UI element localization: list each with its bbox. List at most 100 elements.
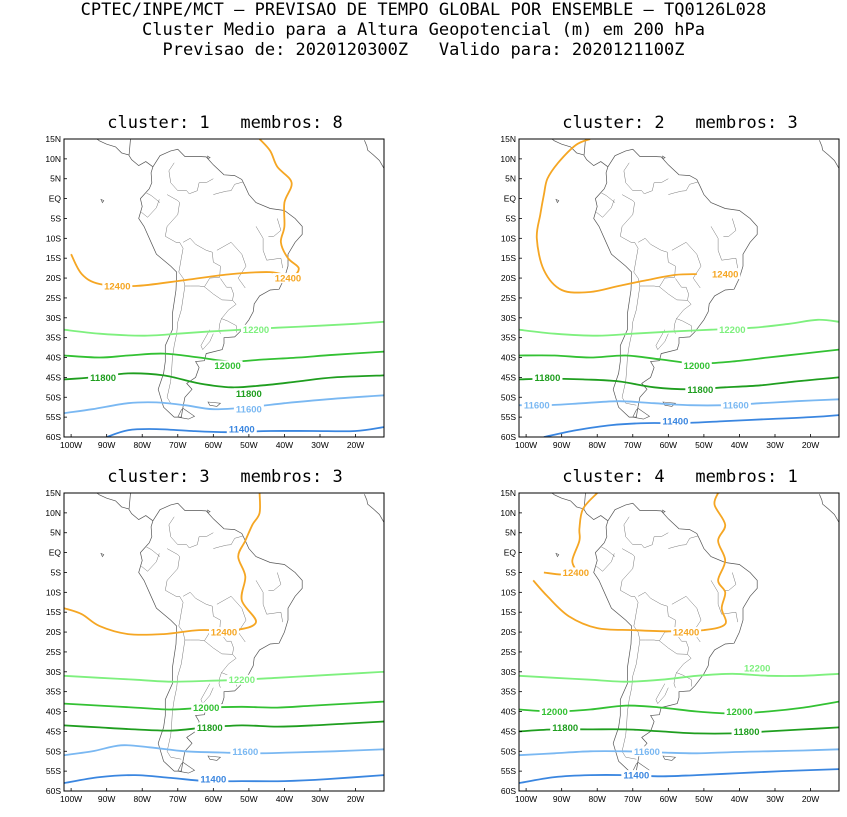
contour-label: 11800: [236, 389, 262, 400]
lon-tick-label: 40W: [276, 440, 293, 450]
contour-12000: [519, 700, 839, 715]
country-border: [620, 194, 639, 273]
island-outline: [632, 408, 651, 420]
lat-tick-label: 55S: [46, 412, 61, 422]
lat-tick-label: 45S: [501, 726, 516, 736]
lat-tick-label: 10N: [500, 154, 516, 164]
caribbean-coastline: [128, 493, 131, 509]
lon-tick-label: 30W: [311, 794, 328, 804]
contour-label-bg: [209, 627, 239, 638]
lon-tick-label: 80W: [133, 440, 150, 450]
contour-label-bg: [230, 746, 261, 757]
lon-tick-label: 40W: [276, 794, 293, 804]
contour-12000: [64, 350, 384, 363]
contour-label: 12000: [541, 707, 567, 718]
lat-tick-label: 15N: [500, 488, 516, 498]
country-border: [216, 241, 247, 289]
country-border: [601, 192, 616, 203]
contour-label-bg: [681, 360, 712, 371]
island-outline: [662, 755, 677, 761]
contour-label: 11800: [90, 373, 116, 384]
contour-label-bg: [550, 722, 581, 733]
contour-label-bg: [194, 722, 225, 733]
lat-tick-label: EQ: [504, 194, 517, 204]
lat-tick-label: 60S: [46, 432, 61, 442]
country-border: [141, 199, 160, 218]
lon-tick-label: 90W: [553, 440, 570, 450]
lon-tick-label: 80W: [133, 794, 150, 804]
contour-label-bg: [539, 706, 570, 717]
country-border: [146, 192, 161, 203]
lon-tick-label: 60W: [205, 440, 222, 450]
header-line-3: Previsao de: 2020120300Z Valido para: 20…: [162, 40, 685, 60]
country-border: [165, 194, 184, 273]
country-border: [668, 181, 699, 195]
panel-title: cluster: 3 membros: 3: [107, 467, 343, 487]
plot-frame: [518, 492, 840, 792]
map-panel-cluster-2: cluster: 2 membros: 3 12400 12200 12000 118…: [500, 113, 845, 453]
map-panel-cluster-4: cluster: 4 membros: 1 12400 12400 12200 120…: [500, 467, 845, 807]
contour-label: 12200: [744, 663, 770, 674]
map-plot: 12400 12200 12000 11800 11600 11400 15N 10N 5N EQ…: [45, 488, 385, 804]
island-outline: [207, 155, 211, 159]
contour-12000: [64, 700, 384, 711]
south-america-coastline: [138, 148, 303, 418]
plot-frame: [518, 138, 840, 438]
contour-label: 12000: [726, 707, 752, 718]
contour-label-bg: [621, 770, 652, 781]
contour-label: 11800: [734, 727, 760, 738]
lat-tick-label: 45S: [46, 726, 61, 736]
contour-11600: [64, 744, 384, 757]
map-plot: 12400 12400 12200 12000 11800 11800 11600 11400…: [45, 134, 385, 450]
contour-label-bg: [198, 774, 229, 785]
contour-12400: [64, 493, 261, 636]
contour-label-bg: [560, 567, 591, 578]
lon-tick-label: 50W: [240, 440, 257, 450]
map-plot: 12400 12400 12200 12000 12000 11800 11800 11600…: [500, 488, 840, 804]
country-border: [166, 285, 186, 406]
lat-tick-label: 40S: [501, 707, 516, 717]
central-america-coastline: [96, 139, 154, 168]
contour-label: 12200: [719, 325, 745, 336]
contour-label-bg: [724, 706, 755, 717]
contour-11800: [519, 376, 839, 391]
lat-tick-label: EQ: [49, 194, 62, 204]
lat-tick-label: 30S: [501, 313, 516, 323]
lon-tick-label: 60W: [205, 794, 222, 804]
header-line-2: Cluster Medio para a Altura Geopotencial…: [142, 20, 705, 40]
lon-tick-label: 100W: [515, 794, 537, 804]
panel-title: cluster: 4 membros: 1: [562, 467, 798, 487]
country-border: [710, 580, 738, 623]
lon-tick-label: 50W: [695, 794, 712, 804]
country-border: [723, 218, 737, 237]
lat-tick-label: 25S: [501, 293, 516, 303]
lon-tick-label: 20W: [802, 440, 819, 450]
lat-tick-label: 60S: [501, 786, 516, 796]
lon-tick-label: 90W: [98, 440, 115, 450]
plot-frame: [63, 138, 385, 438]
country-border: [676, 654, 693, 687]
contour-label: 11400: [229, 425, 255, 436]
lat-tick-label: 45S: [501, 372, 516, 382]
figure-header: CPTEC/INPE/MCT — PREVISAO DE TEMPO GLOBA…: [0, 0, 847, 60]
lat-tick-label: 15S: [46, 253, 61, 263]
lat-tick-label: 5S: [506, 213, 517, 223]
lon-tick-label: 30W: [311, 440, 328, 450]
lon-tick-label: 50W: [695, 440, 712, 450]
map-area: 12400 12200 12000 11800 11800 11600 11600 11400: [519, 139, 839, 437]
map-panel-cluster-3: cluster: 3 membros: 3 12400 12200 12000 118…: [45, 467, 390, 807]
contour-11600: [64, 394, 384, 415]
contour-12200: [64, 320, 384, 337]
contour-label-bg: [241, 324, 271, 335]
lat-tick-label: 30S: [46, 313, 61, 323]
lat-tick-label: 35S: [501, 687, 516, 697]
lat-tick-label: 5N: [50, 174, 61, 184]
lon-tick-label: 100W: [60, 794, 82, 804]
lat-tick-label: 10S: [501, 587, 516, 597]
lat-tick-label: 40S: [46, 353, 61, 363]
country-border: [596, 553, 615, 572]
contour-label: 12400: [275, 274, 301, 285]
island-outline: [662, 509, 666, 513]
island-outline: [207, 509, 211, 513]
country-border: [668, 535, 699, 549]
